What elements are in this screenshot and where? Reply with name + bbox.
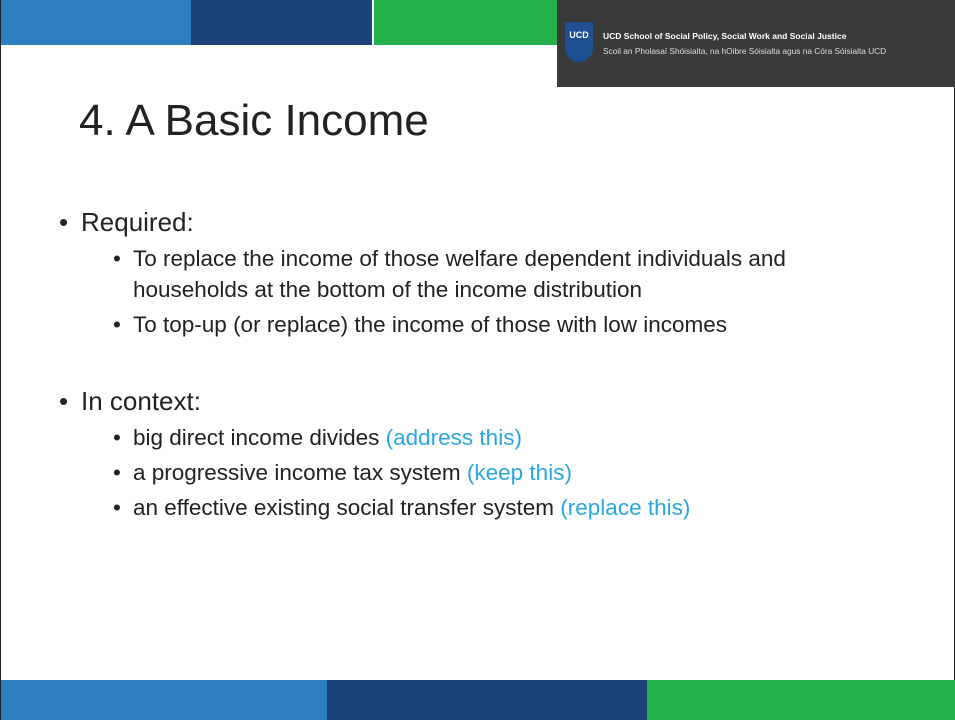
sub-bullet: an effective existing social transfer sy… [113,492,833,523]
sub-bullet: To replace the income of those welfare d… [113,243,833,305]
bullet: In context: big direct income divides (ad… [59,384,879,523]
bar-segment [1,680,327,720]
bullet: Required: To replace the income of those … [59,205,879,340]
header-line: Scoil an Pholasaí Shóisialta, na hOibre … [603,46,887,56]
bullet-text: big direct income divides [133,425,380,450]
header-line: UCD School of Social Policy, Social Work… [603,31,847,41]
sub-list: big direct income divides (address this)… [113,422,833,523]
bullet-text: a progressive income tax system [133,460,461,485]
bullet-text: To top-up (or replace) the income of tho… [133,312,728,337]
bar-segment [327,680,647,720]
sub-list: To replace the income of those welfare d… [113,243,833,340]
bar-segment [1,0,191,45]
bullet-text: In context: [81,386,201,416]
bullet-text: Required: [81,207,194,237]
sub-bullet: a progressive income tax system (keep th… [113,457,833,488]
bullet-text: an effective existing social transfer sy… [133,495,555,520]
bullet-list: Required: To replace the income of those … [59,205,879,527]
bullet-text: To replace the income of those welfare d… [133,246,786,302]
bar-segment [191,0,372,45]
slide-title: 4. A Basic Income [79,96,429,145]
header-banner: UCD UCD School of Social Policy, Social … [557,0,955,87]
sub-bullet: To top-up (or replace) the income of tho… [113,309,833,340]
note: (address this) [385,425,522,450]
note: (replace this) [560,495,691,520]
note: (keep this) [466,460,572,485]
sub-bullet: big direct income divides (address this) [113,422,833,453]
logo: UCD [565,22,593,62]
bar-segment [374,0,557,45]
bar-segment [647,680,955,720]
